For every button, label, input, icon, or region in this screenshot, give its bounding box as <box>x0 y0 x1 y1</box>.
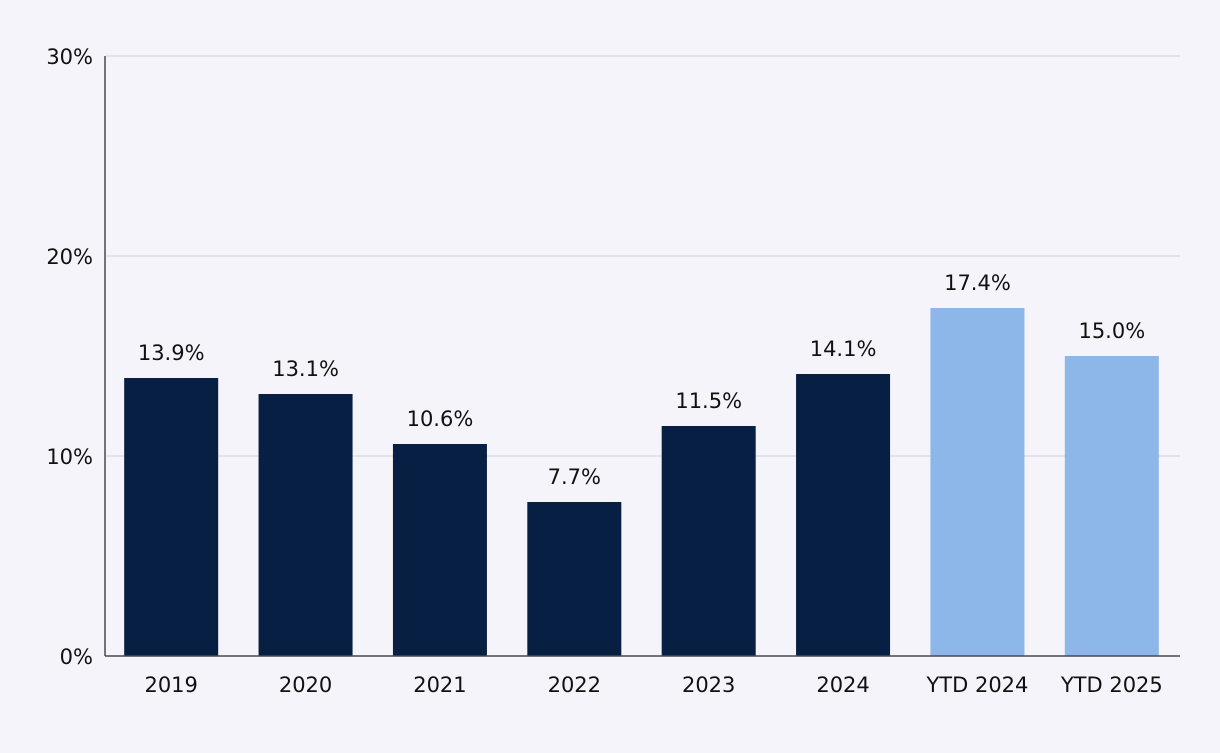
bar-2022 <box>527 502 622 656</box>
data-label: 17.4% <box>944 271 1011 295</box>
bar-2024 <box>796 374 891 656</box>
bar-2019 <box>124 378 219 656</box>
x-tick-label: 2023 <box>682 673 735 697</box>
data-label: 7.7% <box>548 465 601 489</box>
bar-2023 <box>661 426 756 656</box>
axes <box>104 56 1180 657</box>
bar-2020 <box>258 394 353 656</box>
labels: 0% 10% 20% 30% 13.9% 2019 13.1% 2020 10.6% 2021 7.… <box>46 45 1162 697</box>
bar-ytd-2025 <box>1064 356 1159 656</box>
x-tick-label: 2024 <box>816 673 869 697</box>
x-tick-label: 2020 <box>279 673 332 697</box>
data-label: 13.9% <box>138 341 205 365</box>
y-tick-label: 20% <box>46 245 93 269</box>
y-tick-label: 30% <box>46 45 93 69</box>
bars <box>124 308 1159 656</box>
data-label: 10.6% <box>407 407 474 431</box>
x-tick-label: 2022 <box>548 673 601 697</box>
x-tick-label: YTD 2024 <box>925 673 1028 697</box>
bar-2021 <box>392 444 487 656</box>
data-label: 13.1% <box>272 357 339 381</box>
x-tick-label: 2019 <box>144 673 197 697</box>
x-tick-label: YTD 2025 <box>1060 673 1163 697</box>
data-label: 11.5% <box>675 389 742 413</box>
data-label: 15.0% <box>1078 319 1145 343</box>
data-label: 14.1% <box>810 337 877 361</box>
x-tick-label: 2021 <box>413 673 466 697</box>
bar-ytd-2024 <box>930 308 1025 656</box>
y-tick-label: 10% <box>46 445 93 469</box>
y-tick-label: 0% <box>60 645 93 669</box>
